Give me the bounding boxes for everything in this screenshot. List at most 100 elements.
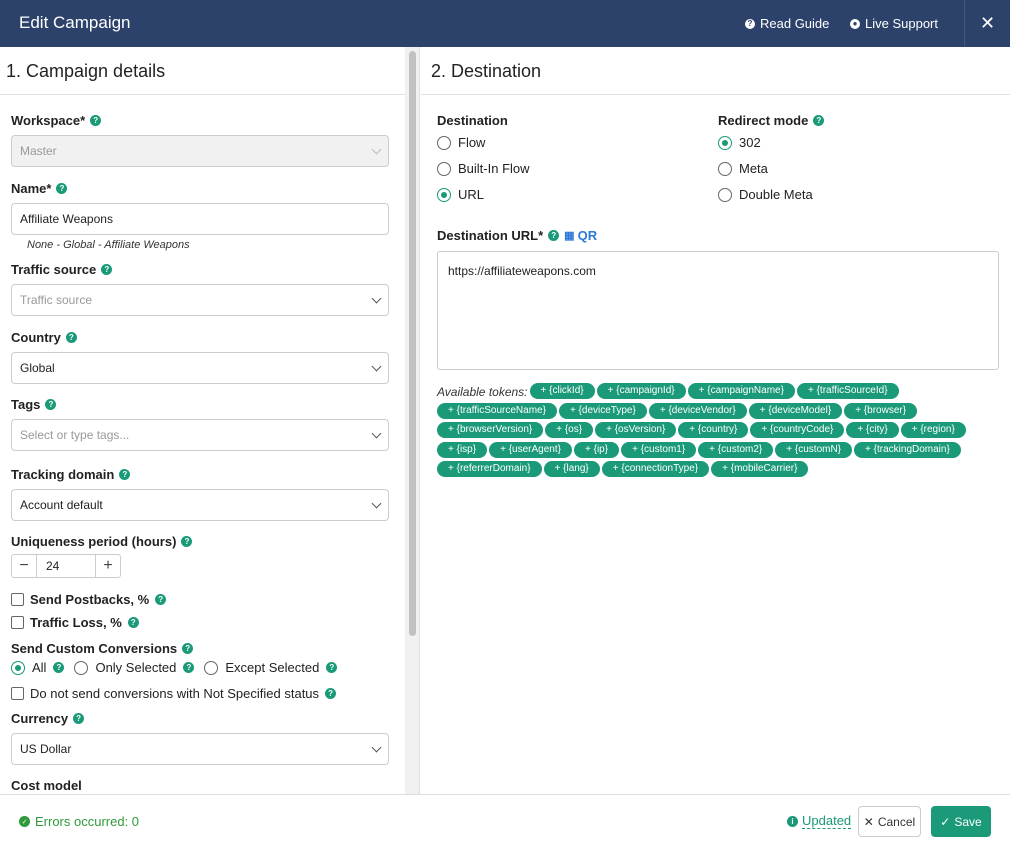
tracking-domain-select[interactable]: Account default xyxy=(11,489,389,521)
radio-all[interactable]: All? xyxy=(11,660,65,675)
redirect-mode-field: Redirect mode? 302 Meta Double Meta xyxy=(718,113,825,202)
token-chip[interactable]: + {country} xyxy=(678,422,749,439)
token-chip[interactable]: + {campaignId} xyxy=(596,383,686,400)
token-chip[interactable]: + {deviceModel} xyxy=(748,402,843,419)
help-icon[interactable]: ? xyxy=(813,115,825,126)
token-chip[interactable]: + {osVersion} xyxy=(595,422,677,439)
token-chip[interactable]: + {mobileCarrier} xyxy=(711,461,809,478)
radio-meta[interactable]: Meta xyxy=(718,161,824,176)
help-icon[interactable]: ? xyxy=(548,230,560,241)
token-chip[interactable]: + {referrerDomain} xyxy=(437,461,542,478)
destination-url-input[interactable]: https://affiliateweapons.com xyxy=(437,251,999,370)
radio[interactable] xyxy=(437,135,451,150)
radio[interactable] xyxy=(437,161,451,176)
help-icon[interactable]: ? xyxy=(45,399,57,410)
checkbox[interactable] xyxy=(11,593,24,606)
tags-select[interactable]: Select or type tags... xyxy=(11,419,389,451)
increment-button[interactable]: + xyxy=(103,557,113,574)
help-icon[interactable]: ? xyxy=(155,594,167,605)
uniqueness-input[interactable]: 24 xyxy=(36,555,96,577)
not-specified-checkbox[interactable]: Do not send conversions with Not Specifi… xyxy=(11,686,337,701)
radio-double-meta[interactable]: Double Meta xyxy=(718,187,824,202)
radio[interactable] xyxy=(437,187,451,202)
currency-select[interactable]: US Dollar xyxy=(11,733,389,765)
help-icon[interactable]: ? xyxy=(182,643,194,654)
traffic-loss-label: Traffic Loss, % xyxy=(30,615,122,630)
send-postbacks-checkbox[interactable]: Send Postbacks, %? xyxy=(11,592,167,607)
read-guide-link[interactable]: ? Read Guide xyxy=(745,16,829,31)
radio-label: 302 xyxy=(739,135,761,150)
radio[interactable] xyxy=(718,161,732,176)
checkbox[interactable] xyxy=(11,616,24,629)
updated-label: Updated xyxy=(802,813,852,829)
country-select[interactable]: Global xyxy=(11,352,389,384)
help-icon[interactable]: ? xyxy=(101,264,113,275)
help-icon[interactable]: ? xyxy=(325,688,337,699)
token-chip[interactable]: + {browserVersion} xyxy=(437,422,544,439)
token-chip[interactable]: + {city} xyxy=(846,422,899,439)
help-icon[interactable]: ? xyxy=(119,469,131,480)
token-chip[interactable]: + {userAgent} xyxy=(489,441,572,458)
token-chip[interactable]: + {custom1} xyxy=(621,441,697,458)
radio[interactable] xyxy=(718,187,732,202)
token-chip[interactable]: + {clickId} xyxy=(529,383,595,400)
radio-flow[interactable]: Flow xyxy=(437,135,530,150)
token-chip[interactable]: + {trafficSourceName} xyxy=(437,402,557,419)
radio-built-in-flow[interactable]: Built-In Flow xyxy=(437,161,530,176)
qr-button[interactable]: ▦ QR xyxy=(564,228,597,243)
token-chip[interactable]: + {isp} xyxy=(437,441,488,458)
token-chip[interactable]: + {ip} xyxy=(573,441,620,458)
help-icon[interactable]: ? xyxy=(127,617,139,628)
live-support-label: Live Support xyxy=(865,16,938,31)
campaign-details-panel: 1. Campaign details Workspace*? Master N… xyxy=(0,47,405,794)
token-chip[interactable]: + {region} xyxy=(900,422,966,439)
workspace-value: Master xyxy=(20,144,57,158)
scrollbar[interactable] xyxy=(405,47,420,794)
not-specified-label: Do not send conversions with Not Specifi… xyxy=(30,686,320,701)
radio[interactable] xyxy=(204,660,219,675)
tokens-label: Available tokens: xyxy=(437,385,528,399)
help-icon[interactable]: ? xyxy=(73,713,85,724)
help-icon[interactable]: ? xyxy=(181,536,193,547)
live-support-link[interactable]: ● Live Support xyxy=(850,16,938,31)
token-chip[interactable]: + {connectionType} xyxy=(601,461,710,478)
token-chip[interactable]: + {custom2} xyxy=(698,441,774,458)
help-icon[interactable]: ? xyxy=(53,662,65,673)
token-chip[interactable]: + {trackingDomain} xyxy=(854,441,961,458)
tracking-domain-field: Tracking domain? Account default xyxy=(11,467,389,521)
token-chip[interactable]: + {browser} xyxy=(844,402,918,419)
help-icon[interactable]: ? xyxy=(56,183,68,194)
radio[interactable] xyxy=(74,660,89,675)
token-chip[interactable]: + {countryCode} xyxy=(750,422,845,439)
help-icon[interactable]: ? xyxy=(90,115,102,126)
help-icon[interactable]: ? xyxy=(183,662,195,673)
radio-only-selected[interactable]: Only Selected? xyxy=(74,660,195,675)
radio[interactable] xyxy=(11,660,25,675)
traffic-source-select[interactable]: Traffic source xyxy=(11,284,389,316)
token-chip[interactable]: + {customN} xyxy=(775,441,853,458)
updated-link[interactable]: i Updated xyxy=(787,813,852,829)
decrement-button[interactable]: − xyxy=(19,557,29,574)
name-input[interactable]: Affiliate Weapons xyxy=(11,203,389,235)
cancel-button[interactable]: ✕ Cancel xyxy=(858,806,921,837)
token-chip[interactable]: + {deviceType} xyxy=(558,402,647,419)
help-icon[interactable]: ? xyxy=(65,332,77,343)
radio-label: URL xyxy=(458,187,485,202)
help-icon[interactable]: ? xyxy=(326,662,338,673)
save-button[interactable]: ✓ Save xyxy=(931,806,991,837)
token-chip[interactable]: + {campaignName} xyxy=(687,383,795,400)
currency-value: US Dollar xyxy=(20,742,72,756)
radio-url[interactable]: URL xyxy=(437,187,530,202)
checkbox[interactable] xyxy=(11,687,24,700)
token-chip[interactable]: + {trafficSourceId} xyxy=(796,383,899,400)
token-chip[interactable]: + {lang} xyxy=(543,461,600,478)
close-button[interactable]: ✕ xyxy=(964,0,1010,47)
token-chip[interactable]: + {deviceVendor} xyxy=(648,402,747,419)
radio[interactable] xyxy=(718,135,732,150)
radio-302[interactable]: 302 xyxy=(718,135,824,150)
scrollbar-thumb[interactable] xyxy=(409,51,416,636)
traffic-loss-checkbox[interactable]: Traffic Loss, %? xyxy=(11,615,139,630)
token-chip[interactable]: + {os} xyxy=(545,422,594,439)
radio-except-selected[interactable]: Except Selected? xyxy=(204,660,338,675)
destination-label: Destination xyxy=(437,113,508,128)
